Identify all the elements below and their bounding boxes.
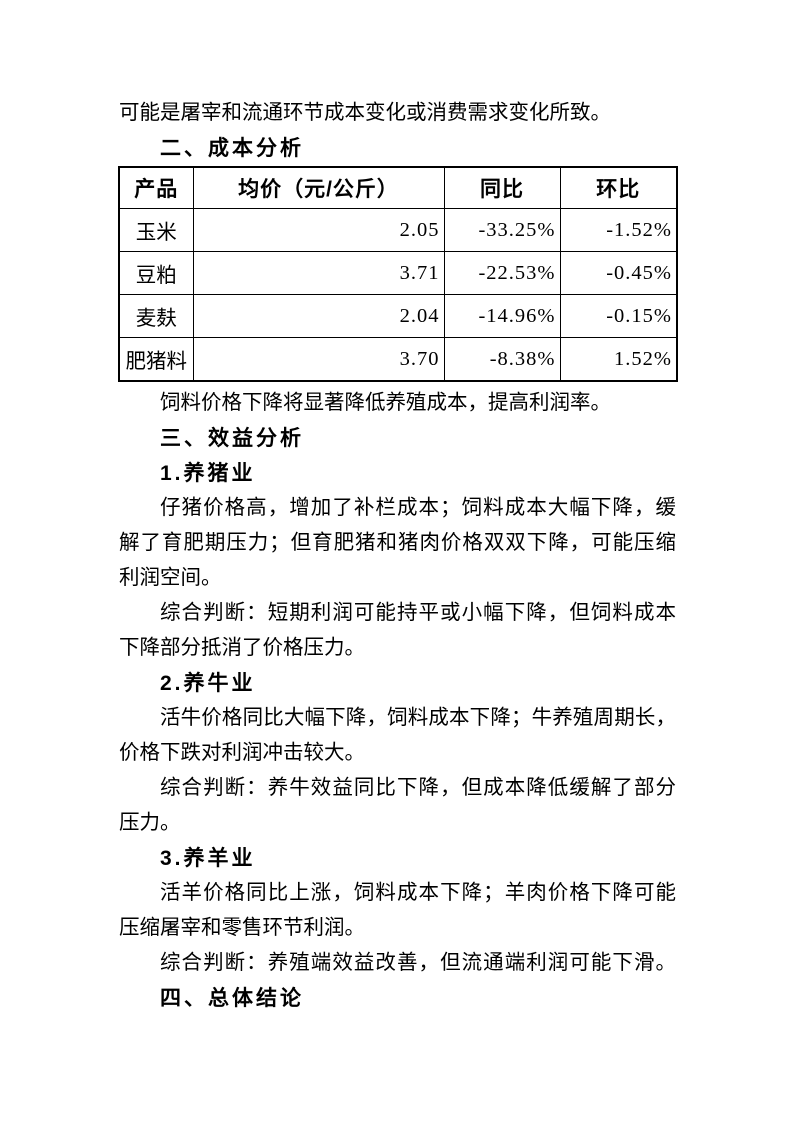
cell-mom: -0.45%: [559, 251, 678, 295]
cell-yoy: -33.25%: [443, 208, 561, 252]
cell-price: 2.05: [192, 208, 445, 252]
cell-mom: -0.15%: [559, 294, 678, 338]
subsection-heading-pig: 1.养猪业: [160, 462, 256, 485]
paragraph-line: 活牛价格同比大幅下降，饲料成本下降；牛养殖周期长，: [160, 707, 676, 729]
paragraph-line: 价格下跌对利润冲击较大。: [119, 742, 365, 764]
paragraph-line: 综合判断：短期利润可能持平或小幅下降，但饲料成本: [160, 602, 676, 624]
intro-paragraph-line: 可能是屠宰和流通环节成本变化或消费需求变化所致。: [119, 102, 611, 124]
cell-price: 2.04: [192, 294, 445, 338]
cell-product: 玉米: [118, 208, 194, 252]
column-header-product: 产品: [118, 166, 194, 209]
table-row: 肥猪料 3.70 -8.38% 1.52%: [118, 337, 678, 382]
cell-yoy: -8.38%: [443, 337, 561, 382]
paragraph-line: 压缩屠宰和零售环节利润。: [119, 917, 365, 939]
column-header-yoy: 同比: [443, 166, 561, 209]
paragraph-line: 利润空间。: [119, 567, 222, 589]
cost-table: 产品 均价（元/公斤） 同比 环比 玉米 2.05 -33.25% -1.52%…: [118, 166, 678, 382]
paragraph-line: 下降部分抵消了价格压力。: [119, 637, 365, 659]
column-header-mom: 环比: [559, 166, 678, 209]
cell-price: 3.70: [192, 337, 445, 382]
cell-mom: -1.52%: [559, 208, 678, 252]
section-heading-cost-analysis: 二、成本分析: [160, 137, 304, 160]
paragraph-line: 仔猪价格高，增加了补栏成本；饲料成本大幅下降，缓: [160, 497, 676, 519]
paragraph-line: 综合判断：养殖端效益改善，但流通端利润可能下滑。: [160, 952, 676, 974]
paragraph-line: 综合判断：养牛效益同比下降，但成本降低缓解了部分: [160, 777, 676, 799]
document-content: 可能是屠宰和流通环节成本变化或消费需求变化所致。 二、成本分析 产品 均价（元/…: [118, 96, 678, 1016]
section-heading-benefit-analysis: 三、效益分析: [160, 427, 304, 450]
cell-price: 3.71: [192, 251, 445, 295]
cell-mom: 1.52%: [559, 337, 678, 382]
table-row: 玉米 2.05 -33.25% -1.52%: [118, 208, 678, 252]
table-row: 麦麸 2.04 -14.96% -0.15%: [118, 294, 678, 338]
cell-product: 麦麸: [118, 294, 194, 338]
cell-product: 肥猪料: [118, 337, 194, 382]
cell-product: 豆粕: [118, 251, 194, 295]
table-row: 豆粕 3.71 -22.53% -0.45%: [118, 251, 678, 295]
column-header-avg-price: 均价（元/公斤）: [192, 166, 445, 209]
paragraph-line: 活羊价格同比上涨，饲料成本下降；羊肉价格下降可能: [160, 882, 676, 904]
subsection-heading-sheep: 3.养羊业: [160, 847, 256, 870]
table-header-row: 产品 均价（元/公斤） 同比 环比: [118, 166, 678, 209]
cost-note-line: 饲料价格下降将显著降低养殖成本，提高利润率。: [160, 392, 611, 414]
paragraph-line: 压力。: [119, 812, 181, 834]
cell-yoy: -14.96%: [443, 294, 561, 338]
section-heading-conclusion: 四、总体结论: [160, 987, 304, 1010]
cell-yoy: -22.53%: [443, 251, 561, 295]
subsection-heading-cattle: 2.养牛业: [160, 672, 256, 695]
paragraph-line: 解了育肥期压力；但育肥猪和猪肉价格双双下降，可能压缩: [119, 532, 676, 554]
